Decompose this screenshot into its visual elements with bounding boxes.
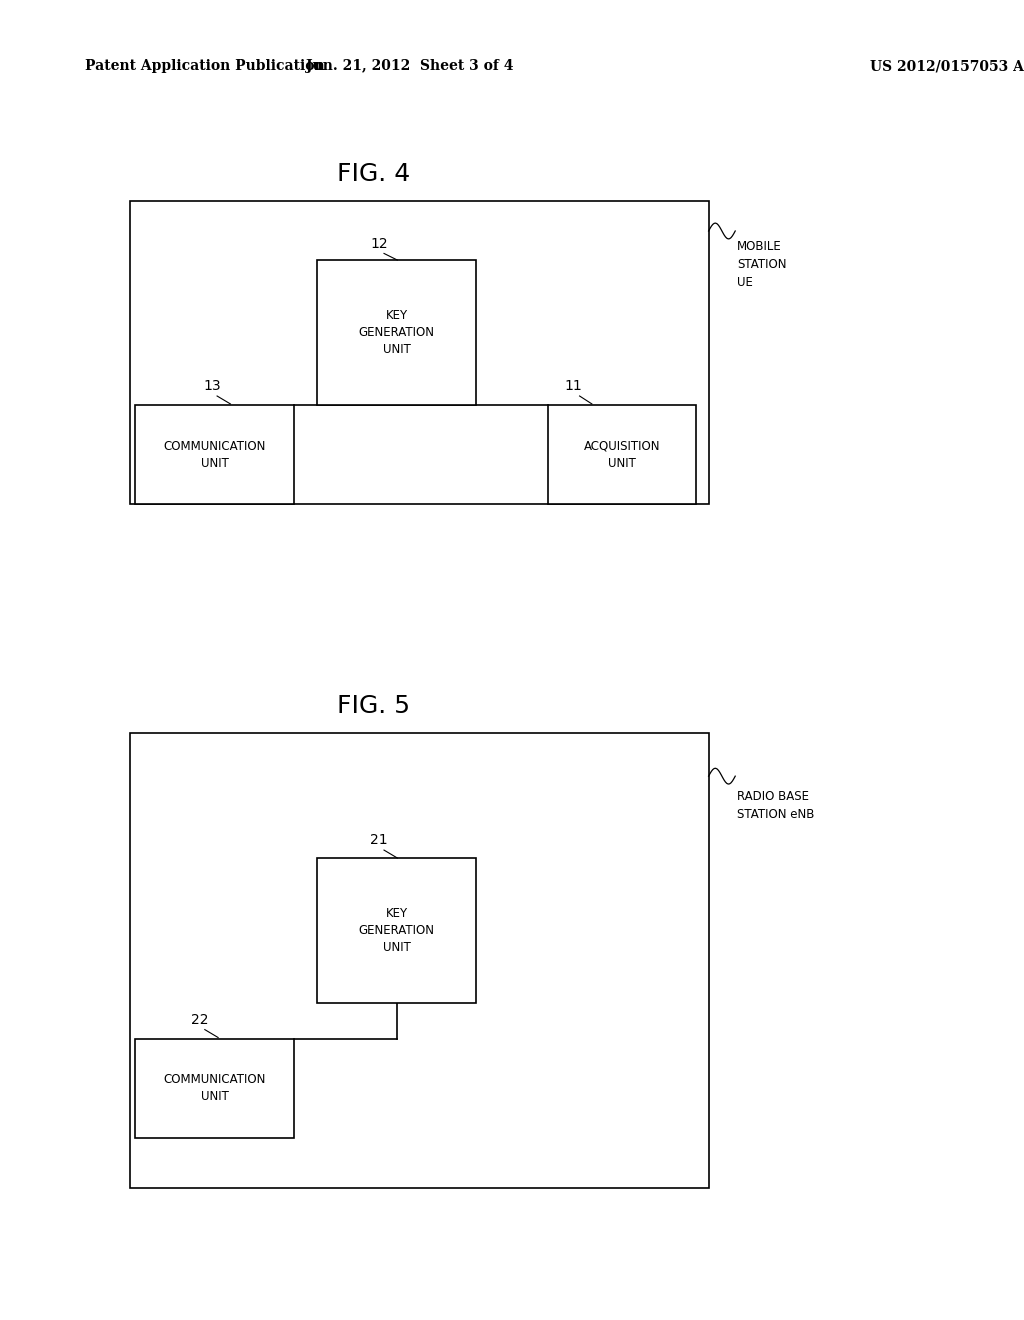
- Text: KEY
GENERATION
UNIT: KEY GENERATION UNIT: [358, 309, 435, 356]
- Text: COMMUNICATION
UNIT: COMMUNICATION UNIT: [164, 440, 265, 470]
- Text: Jun. 21, 2012  Sheet 3 of 4: Jun. 21, 2012 Sheet 3 of 4: [306, 59, 513, 73]
- Text: COMMUNICATION
UNIT: COMMUNICATION UNIT: [164, 1073, 265, 1104]
- Text: US 2012/0157053 A1: US 2012/0157053 A1: [870, 59, 1024, 73]
- Bar: [130, 201, 709, 504]
- Bar: [548, 405, 696, 504]
- Text: 13: 13: [203, 379, 221, 393]
- Bar: [135, 405, 294, 504]
- Text: 12: 12: [370, 236, 388, 251]
- Text: FIG. 5: FIG. 5: [337, 694, 411, 718]
- Text: ACQUISITION
UNIT: ACQUISITION UNIT: [584, 440, 660, 470]
- Text: 11: 11: [564, 379, 583, 393]
- Text: RADIO BASE
STATION eNB: RADIO BASE STATION eNB: [737, 789, 815, 821]
- Text: Patent Application Publication: Patent Application Publication: [85, 59, 325, 73]
- Bar: [130, 733, 709, 1188]
- Bar: [135, 1039, 294, 1138]
- Text: MOBILE
STATION
UE: MOBILE STATION UE: [737, 239, 786, 289]
- Bar: [317, 260, 476, 405]
- Text: 22: 22: [190, 1012, 209, 1027]
- Text: FIG. 4: FIG. 4: [337, 162, 411, 186]
- Bar: [317, 858, 476, 1003]
- Text: 21: 21: [370, 833, 388, 847]
- Text: KEY
GENERATION
UNIT: KEY GENERATION UNIT: [358, 907, 435, 954]
